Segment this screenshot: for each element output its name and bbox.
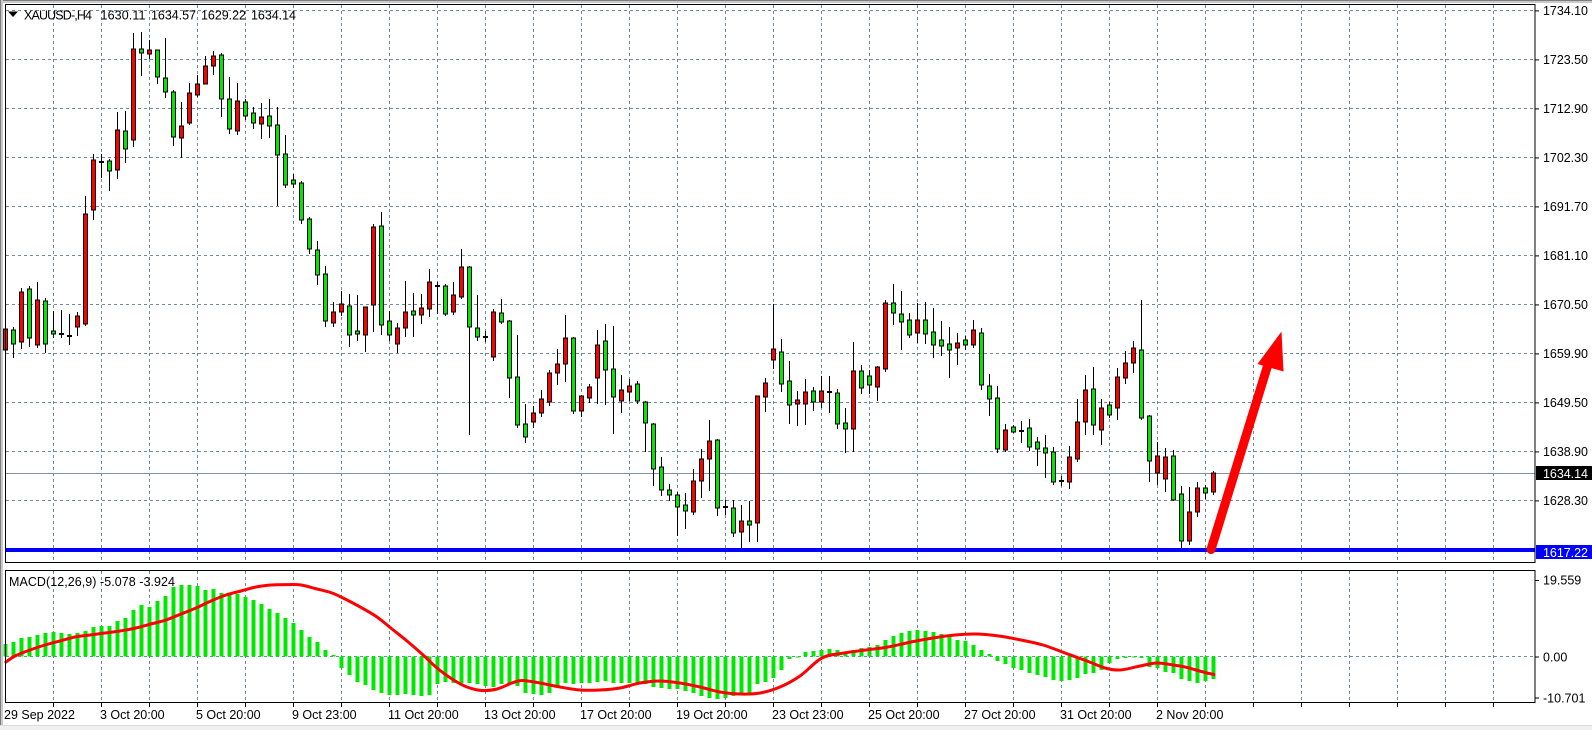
svg-text:1681.10: 1681.10 xyxy=(1543,249,1588,263)
svg-text:31 Oct 20:00: 31 Oct 20:00 xyxy=(1060,708,1132,722)
svg-text:0.00: 0.00 xyxy=(1543,650,1567,664)
svg-text:5 Oct 20:00: 5 Oct 20:00 xyxy=(196,708,261,722)
svg-text:-10.701: -10.701 xyxy=(1543,691,1585,705)
svg-text:1734.10: 1734.10 xyxy=(1543,4,1588,18)
svg-text:2 Nov 20:00: 2 Nov 20:00 xyxy=(1156,708,1223,722)
svg-text:13 Oct 20:00: 13 Oct 20:00 xyxy=(484,708,556,722)
svg-text:1712.90: 1712.90 xyxy=(1543,102,1588,116)
svg-text:1638.90: 1638.90 xyxy=(1543,445,1588,459)
svg-text:19.559: 19.559 xyxy=(1543,574,1581,588)
svg-text:1634.57: 1634.57 xyxy=(151,8,196,22)
svg-text:1630.11: 1630.11 xyxy=(101,8,146,22)
svg-text:23 Oct 23:00: 23 Oct 23:00 xyxy=(772,708,844,722)
svg-text:1659.90: 1659.90 xyxy=(1543,347,1588,361)
svg-text:MACD(12,26,9) -5.078 -3.924: MACD(12,26,9) -5.078 -3.924 xyxy=(9,575,175,589)
svg-text:19 Oct 20:00: 19 Oct 20:00 xyxy=(676,708,748,722)
svg-text:1723.50: 1723.50 xyxy=(1543,53,1588,67)
svg-text:1617.22: 1617.22 xyxy=(1543,546,1588,560)
svg-text:29 Sep 2022: 29 Sep 2022 xyxy=(4,708,75,722)
svg-text:1634.14: 1634.14 xyxy=(251,8,296,22)
svg-text:3 Oct 20:00: 3 Oct 20:00 xyxy=(100,708,165,722)
svg-text:25 Oct 20:00: 25 Oct 20:00 xyxy=(868,708,940,722)
svg-text:1629.22: 1629.22 xyxy=(201,8,246,22)
svg-text:9 Oct 23:00: 9 Oct 23:00 xyxy=(292,708,357,722)
svg-text:11 Oct 20:00: 11 Oct 20:00 xyxy=(388,708,459,722)
svg-text:1702.30: 1702.30 xyxy=(1543,151,1588,165)
svg-text:XAUUSD-,H4: XAUUSD-,H4 xyxy=(24,8,92,22)
svg-text:17 Oct 20:00: 17 Oct 20:00 xyxy=(580,708,652,722)
svg-text:1691.70: 1691.70 xyxy=(1543,200,1588,214)
svg-text:1649.50: 1649.50 xyxy=(1543,396,1588,410)
svg-text:27 Oct 20:00: 27 Oct 20:00 xyxy=(964,708,1036,722)
svg-text:1634.14: 1634.14 xyxy=(1543,467,1588,481)
svg-text:1628.30: 1628.30 xyxy=(1543,494,1588,508)
svg-text:1670.50: 1670.50 xyxy=(1543,298,1588,312)
